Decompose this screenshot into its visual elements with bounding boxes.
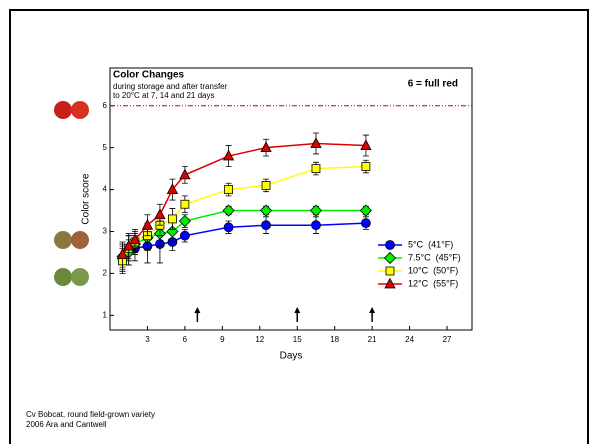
- point: [141, 218, 154, 230]
- point: [360, 218, 371, 229]
- point: [224, 185, 233, 194]
- tomato: [54, 231, 72, 249]
- point: [310, 137, 322, 148]
- tomato: [71, 268, 89, 286]
- arrow-head: [369, 307, 376, 313]
- legend-marker: [383, 251, 397, 265]
- footer: 2006 Ara and Cantwell: [26, 420, 107, 429]
- point: [166, 225, 179, 238]
- point: [129, 233, 141, 245]
- point: [179, 168, 191, 180]
- point: [223, 222, 234, 233]
- point: [261, 220, 271, 231]
- legend-marker: [385, 240, 395, 250]
- point: [179, 230, 190, 241]
- tomato: [71, 231, 89, 249]
- point: [180, 199, 190, 209]
- y-tick-label: 3: [103, 227, 108, 236]
- x-tick-label: 9: [220, 335, 225, 344]
- note: 6 = full red: [408, 79, 458, 90]
- legend-label: 5°C (41°F): [408, 239, 453, 249]
- x-tick-label: 24: [405, 335, 414, 344]
- point: [222, 204, 235, 217]
- point: [168, 214, 177, 224]
- point: [116, 248, 129, 259]
- point: [166, 183, 179, 194]
- chart-title: Color Changes: [113, 70, 185, 81]
- legend-label: 12°C (55°F): [408, 278, 458, 288]
- footer: Cv Bobcat, round field-grown variety: [26, 410, 155, 419]
- point: [261, 180, 271, 190]
- point: [361, 162, 371, 171]
- y-tick-label: 4: [103, 185, 108, 194]
- y-tick-label: 6: [103, 101, 108, 110]
- point: [154, 208, 166, 220]
- arrow: [194, 307, 201, 322]
- arrow: [294, 307, 301, 322]
- x-tick-label: 27: [443, 335, 452, 344]
- chart-subtitle: during storage and after transfer: [113, 82, 228, 91]
- point: [360, 139, 372, 150]
- y-tick-label: 2: [103, 269, 108, 278]
- arrow-head: [294, 307, 301, 313]
- legend: 5°C (41°F) 7.5°C (45°F) 10°C (50°F) 12°C (5…: [378, 239, 461, 289]
- plot-frame: [109, 67, 473, 331]
- x-tick-label: 18: [330, 335, 339, 344]
- x-tick-label: 21: [368, 335, 377, 344]
- point: [311, 220, 321, 231]
- legend-marker: [385, 266, 395, 276]
- x-tick-label: 12: [255, 335, 264, 344]
- legend-marker: [384, 277, 396, 289]
- tomato: [71, 101, 89, 119]
- point: [359, 204, 372, 217]
- legend-label: 7.5°C (45°F): [408, 252, 461, 262]
- slide-frame: [9, 9, 589, 444]
- y-tick-label: 5: [103, 143, 108, 152]
- tomato: [54, 268, 72, 286]
- chart-subtitle: to 20°C at 7, 14 and 21 days: [113, 91, 215, 100]
- tomato: [54, 101, 72, 119]
- legend-label: 10°C (50°F): [408, 265, 458, 275]
- point: [260, 141, 272, 153]
- point: [123, 239, 135, 251]
- arrow-head: [194, 307, 201, 313]
- x-tick-label: 15: [293, 335, 302, 344]
- point: [222, 149, 235, 161]
- point: [259, 204, 273, 217]
- y-axis-label: Color score: [81, 173, 92, 225]
- x-tick-label: 3: [145, 335, 150, 344]
- point: [178, 214, 191, 228]
- y-tick-label: 1: [103, 310, 108, 319]
- point: [309, 204, 323, 217]
- point: [311, 164, 321, 174]
- arrow: [369, 307, 376, 322]
- x-axis-label: Days: [280, 351, 303, 362]
- x-tick-label: 6: [183, 335, 188, 344]
- tomato-icons: [54, 101, 89, 286]
